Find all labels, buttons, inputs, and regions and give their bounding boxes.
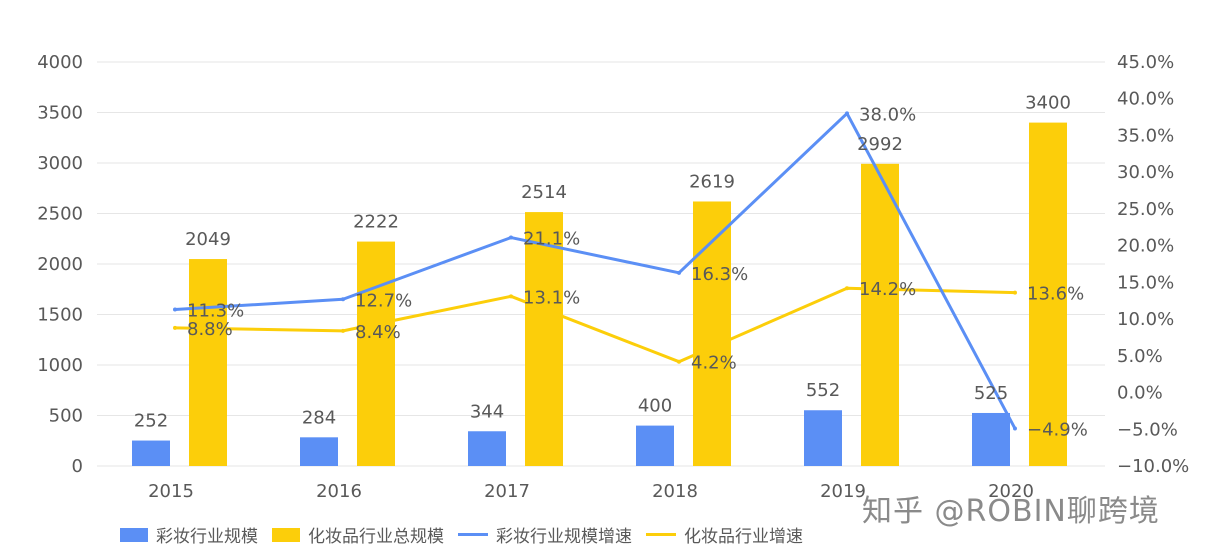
bar-data-label: 2514	[521, 182, 567, 203]
cosmetics-growth-data-label: 13.6%	[1027, 284, 1084, 305]
makeup-growth-point	[509, 235, 513, 240]
left-axis-tick-label: 3500	[37, 103, 83, 124]
makeup-growth-data-label: 12.7%	[355, 290, 412, 311]
cosmetics-growth-point	[845, 286, 849, 291]
right-axis-tick-label: 10.0%	[1117, 309, 1174, 330]
bar-data-label: 400	[638, 396, 672, 417]
legend-item-cosmetics-growth: 化妆品行业增速	[646, 522, 803, 547]
bar-data-label: 552	[806, 380, 840, 401]
left-axis-tick-label: 1000	[37, 355, 83, 376]
makeup-growth-line	[174, 111, 1017, 430]
legend-item-makeup-scale: 彩妆行业规模	[120, 522, 258, 547]
makeup-growth-data-label: 38.0%	[859, 104, 916, 125]
legend-label: 彩妆行业规模增速	[496, 527, 632, 547]
bar-data-label: 2049	[185, 229, 231, 250]
cosmetics-growth-point	[173, 325, 177, 330]
legend-item-cosmetics-scale: 化妆品行业总规模	[272, 522, 444, 547]
makeup-growth-data-label: 16.3%	[691, 264, 748, 285]
right-axis-tick-label: 45.0%	[1117, 52, 1174, 73]
data-labels: 252 284 344 400 552 525 2049 2222 2514 2619 2992 34…	[134, 93, 1088, 441]
cosmetics-growth-line	[174, 286, 1016, 364]
legend-swatch-makeup-line	[458, 533, 488, 536]
right-axis-tick-label: 35.0%	[1117, 125, 1174, 146]
makeup-growth-point	[845, 111, 849, 116]
right-axis-ticks: −10.0% −5.0% 0.0% 5.0% 10.0% 15.0% 20.0% 25.0% 3…	[1117, 52, 1189, 477]
x-axis-ticks: 2015 2016 2017 2018 2019 2020	[148, 481, 1034, 502]
makeup-scale-bar	[132, 440, 170, 466]
makeup-scale-bar	[300, 437, 338, 466]
makeup-growth-data-label: −4.9%	[1027, 420, 1088, 441]
bar-data-label: 525	[974, 383, 1008, 404]
makeup-growth-data-label: 21.1%	[523, 229, 580, 250]
cosmetics-growth-point	[341, 328, 345, 333]
legend-label: 化妆品行业总规模	[308, 527, 444, 547]
right-axis-tick-label: −5.0%	[1117, 419, 1178, 440]
bar-data-label: 3400	[1025, 93, 1071, 114]
cosmetics-growth-data-label: 8.8%	[187, 319, 233, 340]
bar-data-label: 252	[134, 411, 168, 432]
left-axis-ticks: 0 500 1000 1500 2000 2500 3000 3500 4000	[37, 52, 83, 477]
makeup-growth-point	[341, 297, 345, 302]
left-axis-tick-label: 3000	[37, 153, 83, 174]
bar-data-label: 284	[302, 407, 336, 428]
cosmetics-scale-bar	[189, 259, 227, 466]
cosmetics-growth-point	[677, 359, 681, 364]
cosmetics-growth-data-label: 13.1%	[523, 287, 580, 308]
left-axis-tick-label: 0	[72, 456, 83, 477]
watermark: 知乎 @ROBIN聊跨境	[862, 494, 1160, 529]
left-axis-tick-label: 4000	[37, 52, 83, 73]
cosmetics-scale-bar	[525, 212, 563, 466]
x-axis-tick-label: 2015	[148, 481, 194, 502]
line-series	[173, 111, 1017, 431]
cosmetics-growth-point	[1013, 290, 1017, 295]
right-axis-tick-label: 25.0%	[1117, 199, 1174, 220]
cosmetics-scale-bar	[357, 241, 395, 466]
makeup-growth-point	[1013, 426, 1017, 431]
legend-label: 彩妆行业规模	[156, 527, 258, 547]
legend-swatch-makeup-bar	[120, 527, 148, 542]
makeup-growth-point	[173, 307, 177, 312]
cosmetics-growth-data-label: 14.2%	[859, 279, 916, 300]
cosmetics-growth-point	[509, 294, 513, 299]
x-axis-tick-label: 2019	[820, 481, 866, 502]
cosmetics-scale-bar	[693, 201, 731, 466]
left-axis-tick-label: 1500	[37, 305, 83, 326]
legend-swatch-cosmetics-line	[646, 533, 676, 536]
legend-swatch-cosmetics-bar	[272, 527, 300, 542]
cosmetics-scale-bar	[861, 163, 899, 467]
makeup-growth-data-label: 11.3%	[187, 301, 244, 322]
makeup-scale-bar	[636, 425, 674, 466]
makeup-scale-bar	[804, 410, 842, 466]
bar-data-label: 2992	[857, 134, 903, 155]
x-axis-tick-label: 2016	[316, 481, 362, 502]
left-axis-tick-label: 2500	[37, 204, 83, 225]
bar-data-label: 2222	[353, 212, 399, 233]
right-axis-tick-label: 40.0%	[1117, 89, 1174, 110]
bar-series	[132, 122, 1067, 467]
right-axis-tick-label: −10.0%	[1117, 456, 1189, 477]
left-axis-tick-label: 500	[49, 406, 83, 427]
right-axis-tick-label: 5.0%	[1117, 346, 1163, 367]
bar-data-label: 344	[470, 401, 504, 422]
legend-label: 化妆品行业增速	[684, 527, 803, 547]
makeup-scale-bar	[468, 431, 506, 466]
right-axis-tick-label: 15.0%	[1117, 272, 1174, 293]
right-axis-tick-label: 20.0%	[1117, 236, 1174, 257]
x-axis-tick-label: 2017	[484, 481, 530, 502]
bar-data-label: 2619	[689, 171, 735, 192]
right-axis-tick-label: 0.0%	[1117, 383, 1163, 404]
cosmetics-scale-bar	[1029, 122, 1067, 466]
x-axis-tick-label: 2018	[652, 481, 698, 502]
x-axis-tick-label: 2020	[988, 481, 1034, 502]
legend: 彩妆行业规模 化妆品行业总规模 彩妆行业规模增速 化妆品行业增速	[120, 522, 817, 547]
cosmetics-growth-data-label: 4.2%	[691, 353, 737, 374]
makeup-scale-bar	[972, 412, 1010, 466]
cosmetics-growth-data-label: 8.4%	[355, 322, 401, 343]
legend-item-makeup-growth: 彩妆行业规模增速	[458, 522, 632, 547]
makeup-growth-point	[677, 270, 681, 275]
left-axis-tick-label: 2000	[37, 254, 83, 275]
right-axis-tick-label: 30.0%	[1117, 162, 1174, 183]
gridlines	[97, 61, 1105, 467]
